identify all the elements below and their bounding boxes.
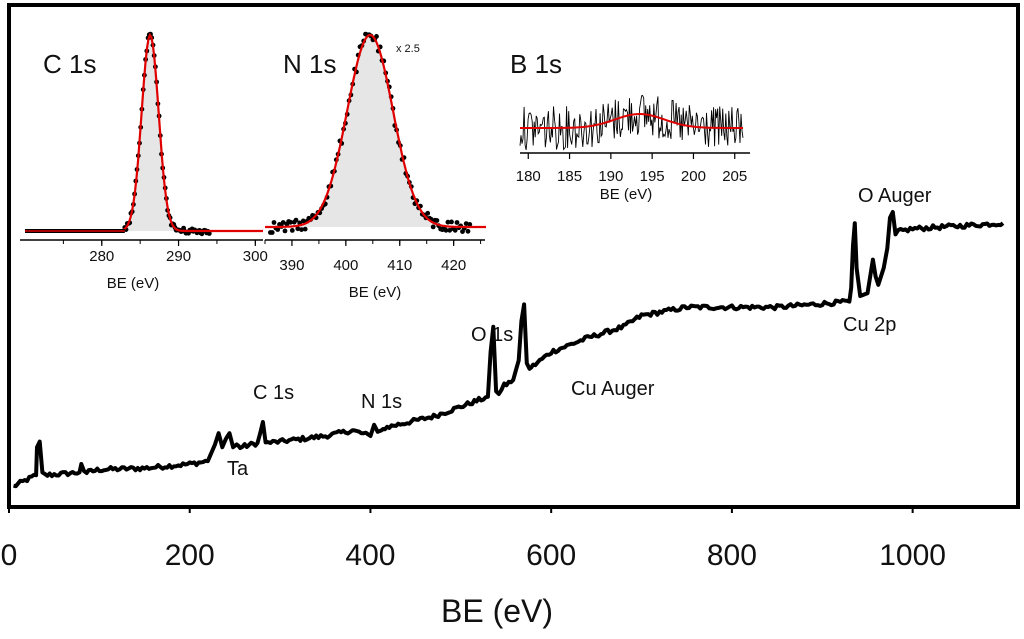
inset-noisy-data [519, 94, 744, 151]
inset-n1s-x-label: BE (eV) [349, 284, 402, 301]
annotation-o-auger: O Auger [858, 185, 932, 207]
main-series [13, 210, 1005, 489]
main-x-label: BE (eV) [441, 593, 553, 629]
main-x-tick-label: 400 [345, 539, 395, 572]
inset-x-tick-label: 410 [387, 257, 412, 274]
inset-data-point [269, 230, 275, 235]
inset-x-tick-label: 390 [279, 257, 304, 274]
inset-data-point [467, 222, 473, 227]
inset-x-tick-label: 180 [516, 168, 541, 185]
inset-fit-line [520, 113, 743, 129]
inset-b1s-x-label: BE (eV) [600, 186, 653, 203]
inset-x-tick-label: 290 [166, 248, 191, 265]
inset-n1s-scale-note: x 2.5 [396, 43, 420, 55]
inset-x-tick-label: 205 [722, 168, 747, 185]
inset-data-point [271, 220, 277, 225]
inset-data-point [299, 227, 304, 233]
inset-data-point [430, 224, 436, 230]
annotation-n1s: N 1s [361, 391, 402, 413]
inset-x-tick-label: 300 [243, 248, 268, 265]
inset-x-tick-label: 190 [598, 168, 623, 185]
inset-data-point [447, 227, 453, 233]
inset-x-tick-label: 200 [681, 168, 706, 185]
inset-data-point [275, 227, 281, 232]
inset-data-point [445, 219, 451, 225]
inset-data-point [293, 217, 299, 223]
inset-data-point [463, 221, 469, 227]
inset-fit-line [265, 33, 486, 229]
main-x-tick-label: 200 [165, 539, 215, 572]
inset-x-tick-label: 195 [640, 168, 665, 185]
inset-data-point [280, 220, 286, 225]
inset-data-point [206, 231, 212, 236]
inset-b1s-title: B 1s [510, 49, 562, 79]
inset-peak-fill [265, 35, 486, 227]
main-x-tick-label: 1000 [879, 539, 946, 572]
inset-data-point [288, 219, 293, 225]
inset-x-tick-label: 400 [333, 257, 358, 274]
inset-data-point [300, 218, 306, 224]
inset-data-point [302, 226, 308, 232]
inset-data-point [289, 228, 295, 233]
inset-data-point [454, 220, 460, 225]
inset-c1s: 280 290 300 [20, 31, 268, 265]
annotation-ta: Ta [227, 458, 249, 480]
inset-data-point [434, 218, 440, 223]
inset-data-point [374, 34, 379, 39]
main-x-tick-label: 0 [1, 539, 18, 572]
inset-data-point [425, 210, 431, 216]
inset-c1s-x-label: BE (eV) [107, 275, 160, 292]
inset-data-point [449, 219, 454, 225]
inset-x-tick-label: 280 [89, 248, 114, 265]
inset-x-tick-label: 185 [557, 168, 582, 185]
main-x-tick-label: 600 [526, 539, 576, 572]
inset-x-tick-label: 420 [441, 257, 466, 274]
inset-c1s-title: C 1s [43, 49, 96, 79]
inset-data-point [282, 228, 288, 234]
plot-frame [7, 3, 1020, 509]
inset-data-point [295, 226, 301, 232]
annotation-cu-2p: Cu 2p [843, 314, 896, 336]
inset-peak-fill [25, 35, 263, 231]
main-x-tick-label: 800 [707, 539, 757, 572]
inset-data-point [465, 228, 471, 234]
inset-b1s: 180 185 190 195 200 205 [516, 94, 750, 185]
annotation-cu-auger: Cu Auger [571, 378, 655, 400]
main-x-axis: 0 200 400 600 800 1000 [1, 505, 946, 572]
annotation-c1s: C 1s [253, 382, 294, 404]
inset-data-point [443, 227, 449, 233]
annotation-o1s: O 1s [471, 324, 513, 346]
inset-n1s-title: N 1s [283, 49, 336, 79]
inset-n1s: 390 400 410 420 [264, 31, 486, 274]
main-series-line [13, 210, 1005, 489]
inset-data-point [452, 227, 458, 233]
